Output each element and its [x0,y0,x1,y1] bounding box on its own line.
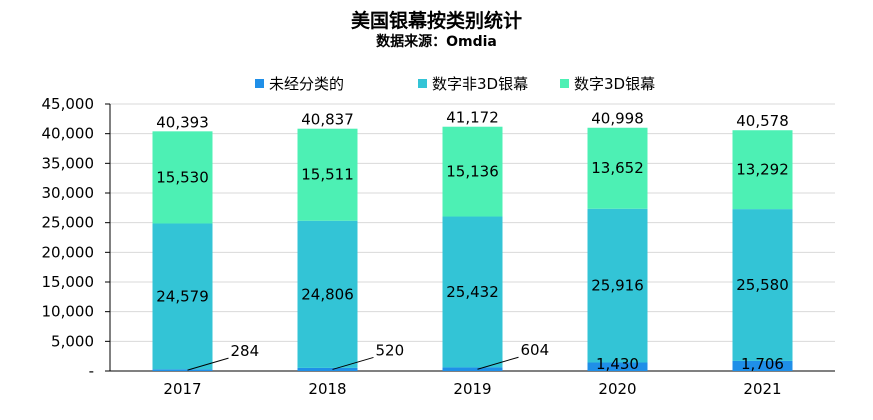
leader-line [332,356,374,370]
x-tick-label: 2020 [598,380,636,398]
y-tick-label: 35,000 [42,154,95,172]
data-label: 25,580 [736,276,789,294]
legend-label: 未经分类的 [269,75,344,93]
y-tick-label: 40,000 [42,125,95,143]
y-tick-label: 15,000 [42,273,95,291]
y-tick-label: 30,000 [42,184,95,202]
total-label: 40,393 [156,113,209,131]
data-label: 24,806 [301,285,354,303]
leader-line [477,356,519,370]
bar-segment [297,220,358,368]
data-label: 13,292 [736,161,789,179]
bar-segment [297,367,358,371]
x-tick-label: 2021 [743,380,781,398]
y-tick-label: 25,000 [42,214,95,232]
y-tick-label: - [89,362,94,380]
data-label: 284 [231,342,260,360]
leader-line [187,357,229,371]
bar-segment [587,362,648,371]
legend-label: 数字非3D银幕 [432,75,528,93]
bar-segment [442,216,503,368]
legend-label: 数字3D银幕 [574,75,655,93]
data-label: 520 [376,341,405,359]
x-tick-label: 2017 [163,380,201,398]
bar-segment [732,130,793,210]
legend-swatch [418,79,427,88]
bar-segment [152,369,213,371]
data-label: 24,579 [156,287,209,305]
total-label: 40,998 [591,110,644,128]
data-label: 13,652 [591,159,644,177]
y-tick-label: 10,000 [42,303,95,321]
bar-segment [442,126,503,217]
bar-segment [442,367,503,371]
y-tick-label: 5,000 [51,332,94,350]
data-label: 1,706 [741,355,784,373]
x-tick-label: 2019 [453,380,491,398]
chart-title: 美国银幕按类别统计 [350,10,522,32]
legend-swatch [255,79,264,88]
data-label: 15,511 [301,166,354,184]
data-label: 25,432 [446,283,499,301]
x-tick-label: 2018 [308,380,346,398]
bar-segment [152,223,213,370]
data-label: 15,530 [156,168,209,186]
bar-segment [297,128,358,221]
bar-segment [732,360,793,371]
total-label: 41,172 [446,109,499,127]
bar-segment [587,127,648,209]
bar-segment [732,209,793,361]
data-label: 1,430 [596,355,639,373]
legend-swatch [560,79,569,88]
total-label: 40,578 [736,112,789,130]
bar-segment [152,131,213,224]
data-label: 15,136 [446,163,499,181]
y-tick-label: 20,000 [42,243,95,261]
data-label: 604 [521,341,550,359]
chart-subtitle: 数据来源：Omdia [376,34,497,50]
y-tick-label: 45,000 [42,95,95,113]
bar-segment [587,208,648,363]
data-label: 25,916 [591,277,644,295]
total-label: 40,837 [301,111,354,129]
